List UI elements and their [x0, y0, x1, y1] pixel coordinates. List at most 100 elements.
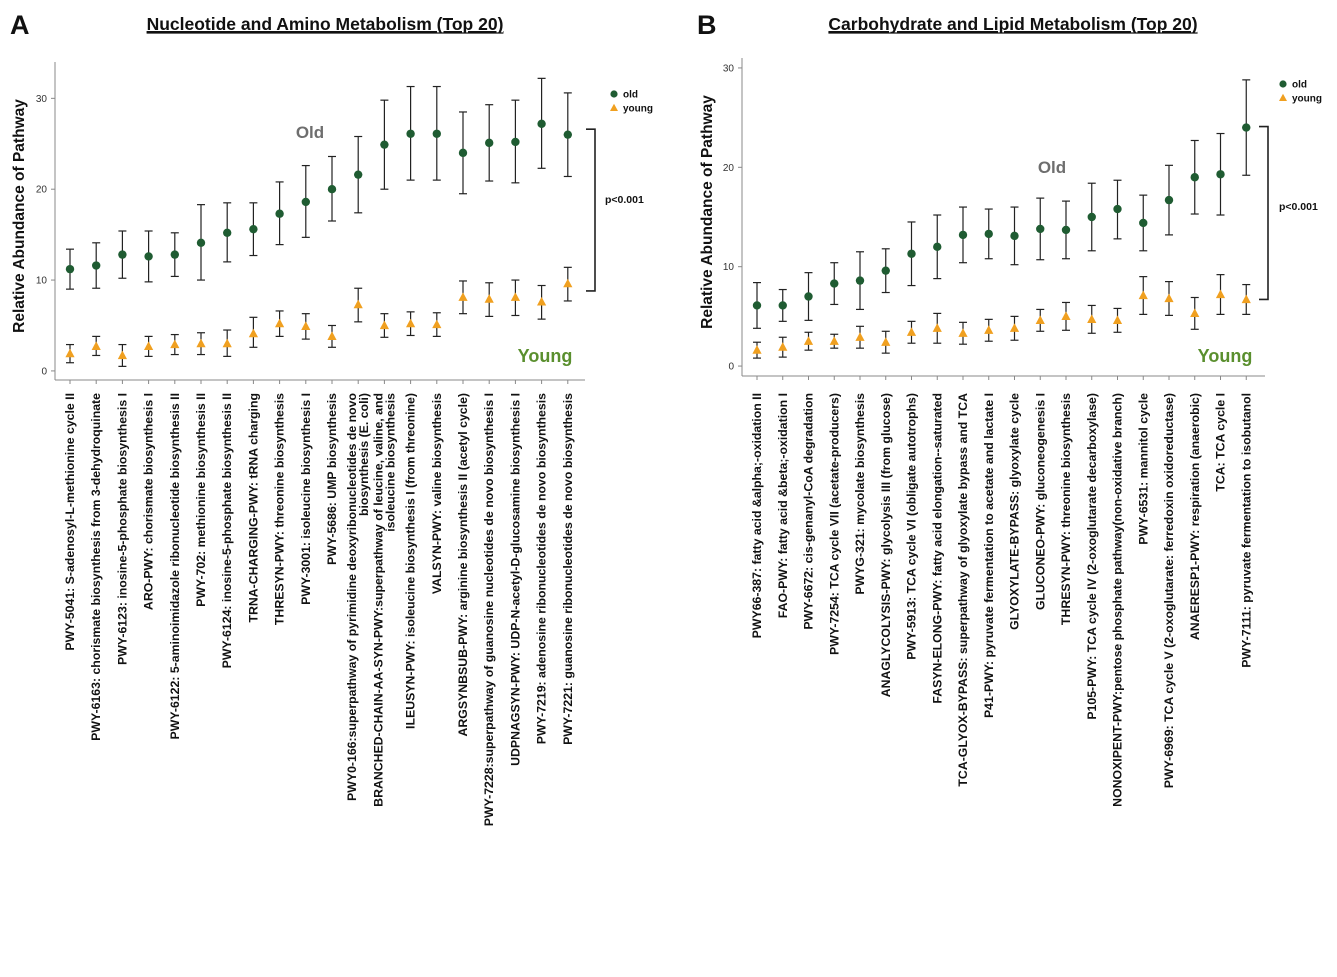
category-label-line: ANAGLYCOLYSIS-PWY: glycolysis III (from … [879, 393, 893, 697]
category-label: ILEUSYN-PWY: isoleucine biosynthesis I (… [404, 393, 418, 729]
data-point-young [458, 292, 467, 301]
category-label: PWY-7254: TCA cycle VII (acetate-produce… [827, 393, 841, 655]
data-point-old [1113, 205, 1121, 213]
data-point-old [433, 130, 441, 138]
category-label-line: PWY-7221: guanosine ribonucleotides de n… [561, 393, 575, 745]
category-label-line: PWY-7219: adenosine ribonucleotides de n… [535, 393, 549, 744]
data-point-young [485, 294, 494, 303]
legend: oldyoung [610, 90, 653, 115]
category-label-line: UDPNAGSYN-PWY: UDP-N-acetyl-D-glucosamin… [508, 393, 522, 766]
data-point-old [856, 276, 864, 284]
data-point-young [196, 339, 205, 348]
category-label-line: FASYN-ELONG-PWY: fatty acid elongation--… [930, 393, 944, 704]
category-label: PWY-6672: cis-genanyl-CoA degradation [802, 393, 816, 630]
data-point-old [1165, 196, 1173, 204]
category-label: PWY-5913: TCA cycle VI (obligate autotro… [905, 393, 919, 660]
category-label: TCA: TCA cycle I [1214, 393, 1228, 492]
significance-bracket [586, 129, 595, 291]
data-point-young [1139, 291, 1148, 300]
category-label-line: PWY-6531: mannitol cycle [1136, 393, 1150, 545]
p-value-label: p<0.001 [1279, 201, 1318, 213]
significance-bracket [1259, 127, 1268, 300]
data-point-old [753, 301, 761, 309]
category-label-line: VALSYN-PWY: valine biosynthesis [430, 393, 444, 594]
data-point-young [1242, 294, 1251, 303]
panel-b: B Carbohydrate and Lipid Metabolism (Top … [697, 10, 1322, 807]
data-point-young [1010, 323, 1019, 332]
data-point-old [459, 149, 467, 157]
category-label: PWY-7111: pyruvate fermentation to isobu… [1239, 393, 1253, 668]
category-label-line: ARGSYNBSUB-PWY: arginine biosynthesis II… [456, 393, 470, 736]
category-label: PWY-6531: mannitol cycle [1136, 393, 1150, 545]
category-label: ANAERESP1-PWY: respiration (anaerobic) [1188, 393, 1202, 640]
category-label-line: P105-PWY: TCA cycle IV (2-oxoglutarate d… [1085, 393, 1099, 720]
data-point-young [984, 325, 993, 334]
data-point-young [881, 337, 890, 346]
data-point-young [118, 350, 127, 359]
category-label: PWY-6969: TCA cycle V (2-oxoglutarate: f… [1162, 393, 1176, 788]
category-label-line: PWY-6969: TCA cycle V (2-oxoglutarate: f… [1162, 393, 1176, 788]
data-point-young [432, 320, 441, 329]
data-point-young [1061, 311, 1070, 320]
category-label: PWY-6123: inosine-5-phosphate biosynthes… [115, 393, 129, 665]
data-point-old [1062, 226, 1070, 234]
data-point-old [779, 301, 787, 309]
annotation-young: Young [1198, 346, 1253, 366]
category-label-line: P41-PWY: pyruvate fermentation to acetat… [982, 393, 996, 718]
category-label: P41-PWY: pyruvate fermentation to acetat… [982, 393, 996, 718]
category-label: BRANCHED-CHAIN-AA-SYN-PWY:superpathway o… [371, 393, 397, 807]
legend-label: young [623, 104, 653, 115]
data-point-old [1191, 173, 1199, 181]
category-label: ARGSYNBSUB-PWY: arginine biosynthesis II… [456, 393, 470, 736]
data-point-young [406, 319, 415, 328]
category-label: PWY-7221: guanosine ribonucleotides de n… [561, 393, 575, 745]
series-old [66, 78, 572, 289]
category-label: PWY-7228:superpathway of guanosine nucle… [482, 393, 496, 826]
category-label-line: PWY-5913: TCA cycle VI (obligate autotro… [905, 393, 919, 660]
y-tick-label: 10 [723, 262, 735, 273]
category-label-line: PWY66-387: fatty acid &alpha;-oxidation … [750, 393, 764, 638]
category-label: FASYN-ELONG-PWY: fatty acid elongation--… [930, 393, 944, 704]
panel-letter: A [10, 10, 30, 40]
data-point-old [92, 261, 100, 269]
category-label-line: PWY-6122: 5-aminoimidazole ribonucleotid… [168, 393, 182, 739]
data-point-old [406, 130, 414, 138]
data-point-old [302, 198, 310, 206]
data-point-old [1242, 123, 1250, 131]
data-point-young [958, 328, 967, 337]
data-point-young [563, 279, 572, 288]
category-label: PWY0-166:superpathway of pyrimidine deox… [345, 393, 371, 801]
category-label: GLUCONEO-PWY: gluconeogenesis I [1033, 393, 1047, 610]
category-label: TCA-GLYOX-BYPASS: superpathway of glyoxy… [956, 393, 970, 787]
data-point-young [511, 292, 520, 301]
data-point-young [855, 332, 864, 341]
data-point-old [380, 140, 388, 148]
category-label: PWYG-321: mycolate biosynthesis [853, 393, 867, 595]
category-label: FAO-PWY: fatty acid &beta;-oxidation I [776, 393, 790, 618]
category-label: PWY-3001: isoleucine biosynthesis I [299, 393, 313, 605]
data-point-young [537, 297, 546, 306]
category-label-line: TCA-GLYOX-BYPASS: superpathway of glyoxy… [956, 393, 970, 787]
data-point-old [1036, 225, 1044, 233]
category-label: P105-PWY: TCA cycle IV (2-oxoglutarate d… [1085, 393, 1099, 720]
data-point-old [485, 139, 493, 147]
category-label-line: PWY-6124: inosine-5-phosphate biosynthes… [220, 393, 234, 668]
y-axis-label: Relative Abundance of Pathway [699, 95, 716, 329]
data-point-old [275, 210, 283, 218]
panel-a: A Nucleotide and Amino Metabolism (Top 20… [10, 10, 653, 826]
annotation-old: Old [1038, 158, 1066, 177]
data-point-young [830, 336, 839, 345]
data-point-old [197, 239, 205, 247]
data-point-old [223, 229, 231, 237]
data-point-old [1010, 232, 1018, 240]
category-label: PWY-6124: inosine-5-phosphate biosynthes… [220, 393, 234, 668]
data-point-young [1113, 315, 1122, 324]
data-point-young [380, 320, 389, 329]
category-label: NONOXIPENT-PWY:pentose phosphate pathway… [1111, 393, 1125, 807]
category-label: PWY-6163: chorismate biosynthesis from 3… [89, 393, 103, 741]
data-point-young [249, 329, 258, 338]
y-axis-label: Relative Abundance of Pathway [11, 99, 28, 333]
y-tick-label: 30 [723, 63, 735, 74]
category-label-line: FAO-PWY: fatty acid &beta;-oxidation I [776, 393, 790, 618]
